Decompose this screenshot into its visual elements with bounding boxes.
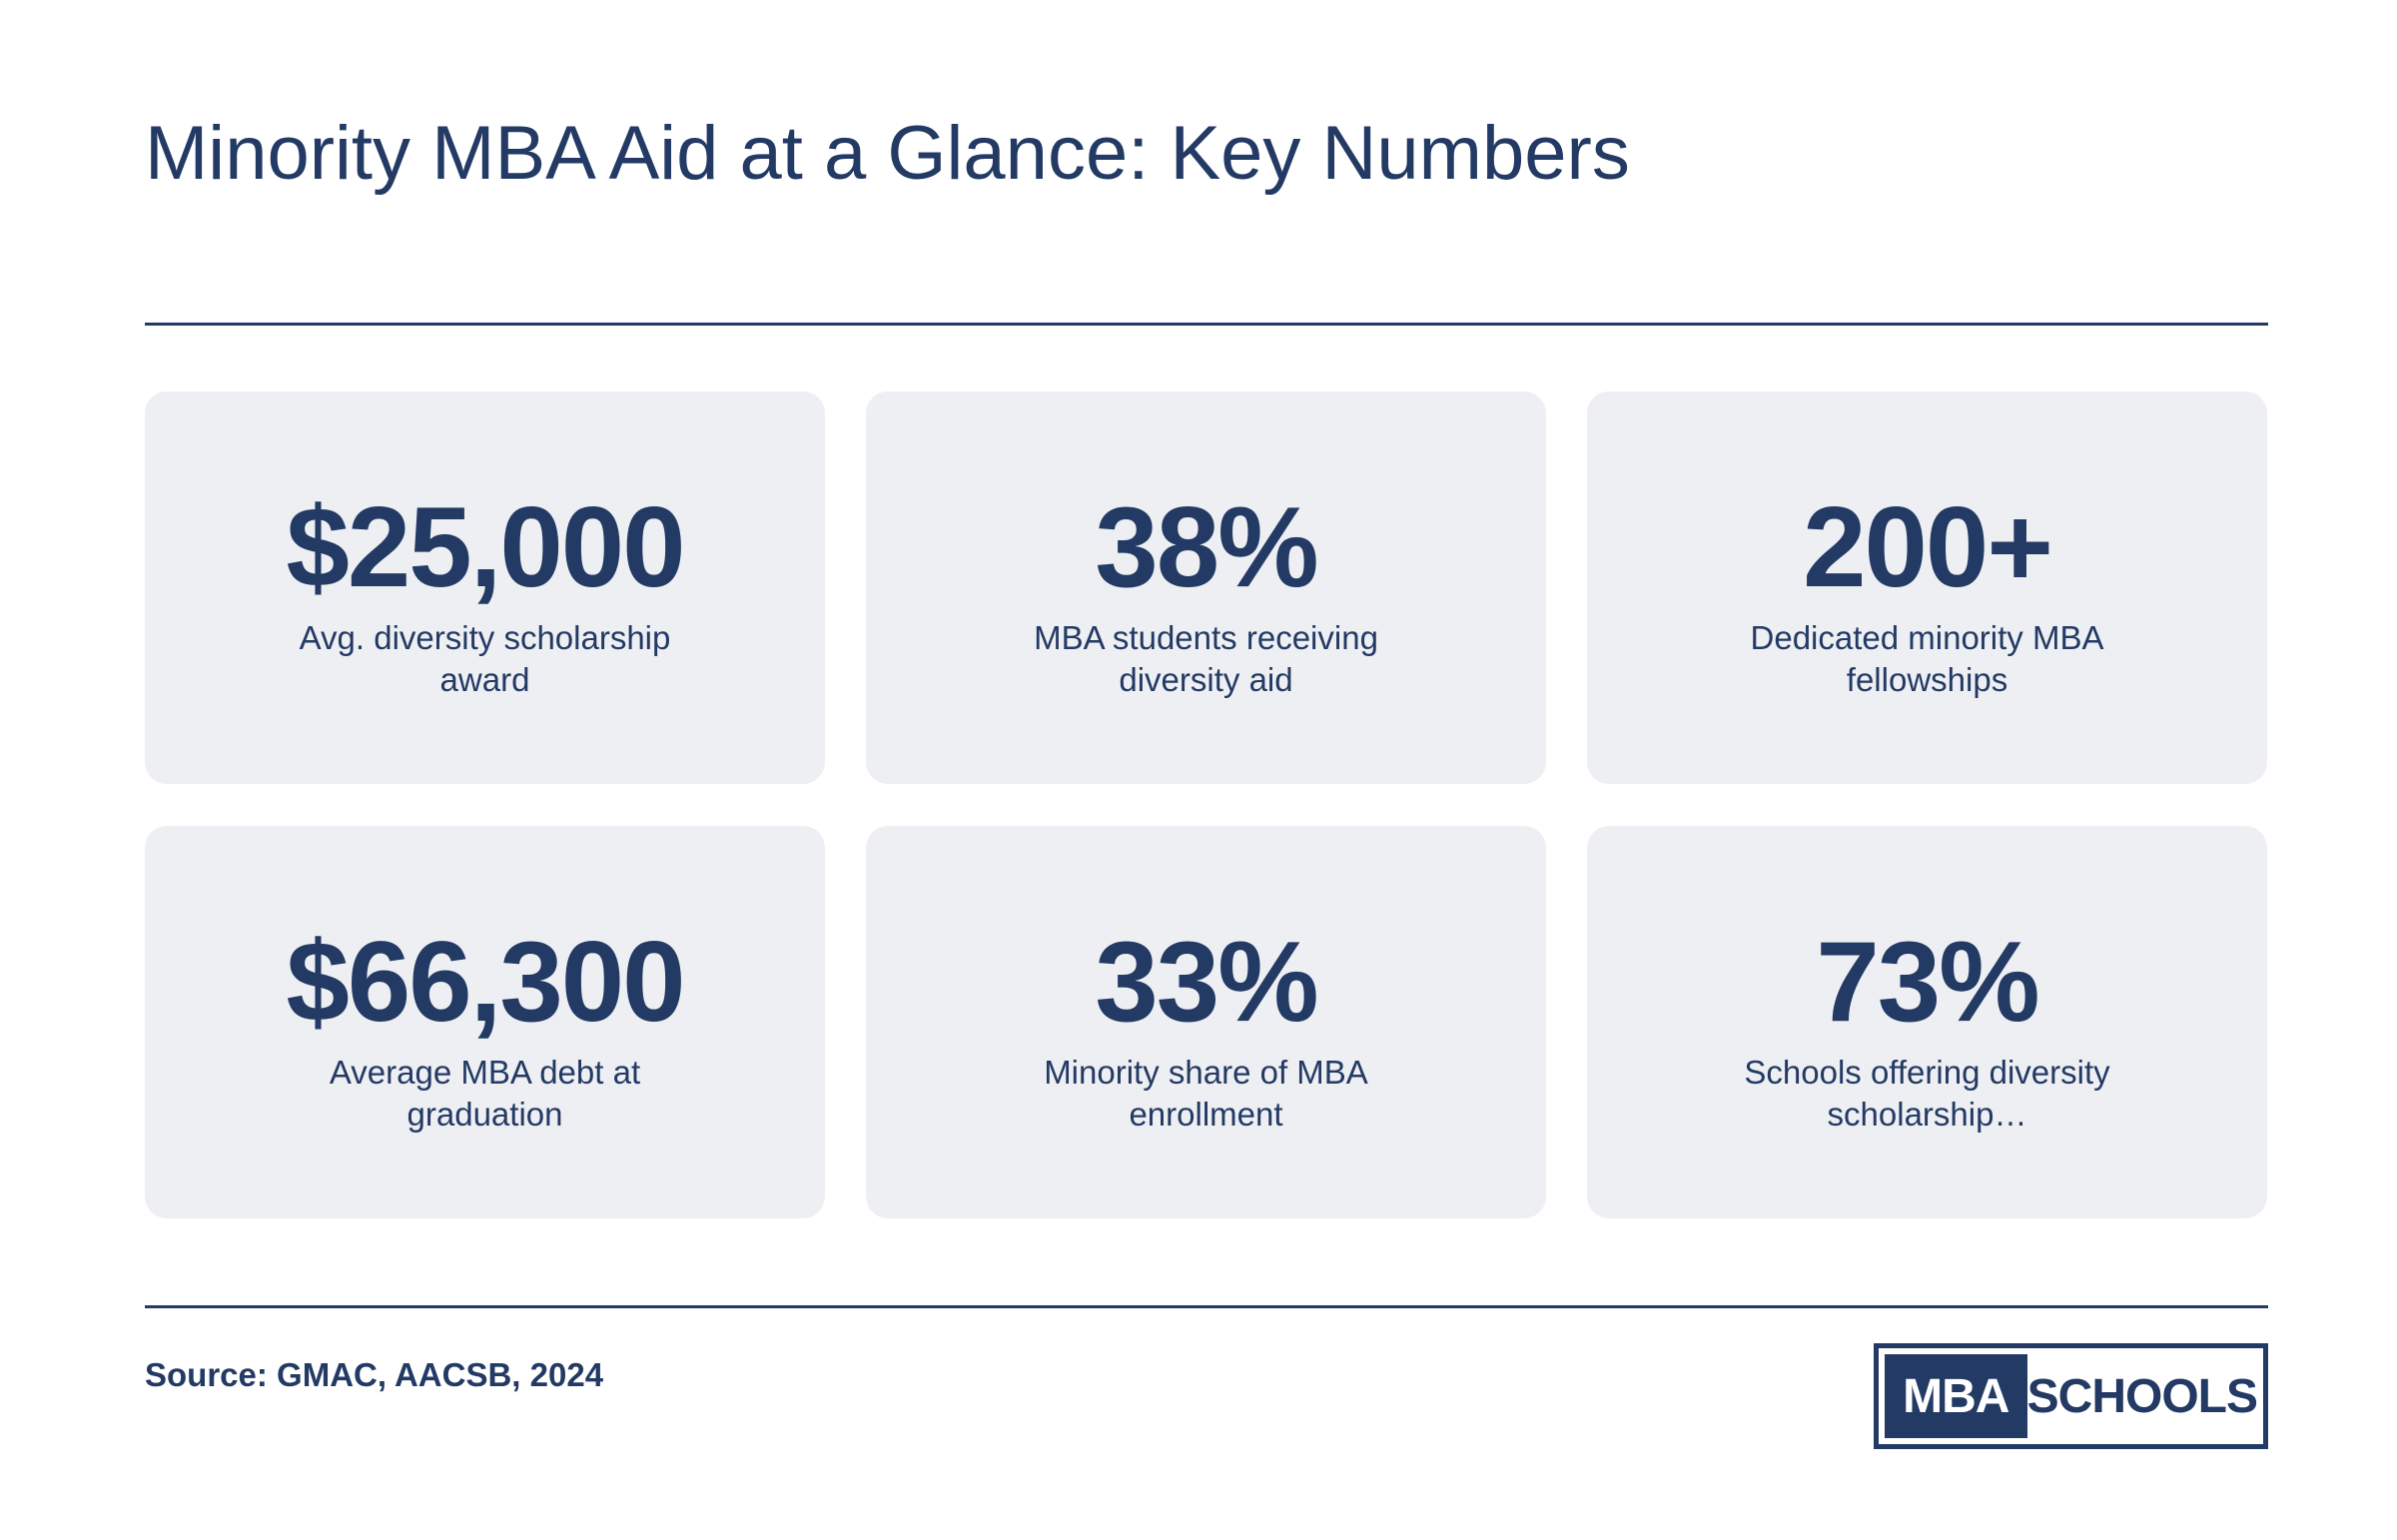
stats-grid: $25,000 Avg. diversity scholarship award… xyxy=(145,391,2268,1218)
stat-value: 33% xyxy=(1095,919,1318,1046)
stat-value: $66,300 xyxy=(286,919,685,1046)
stat-card-schools-offering: 73% Schools offering diversity scholarsh… xyxy=(1587,826,2267,1218)
page-title: Minority MBA Aid at a Glance: Key Number… xyxy=(145,111,1630,196)
stat-label: Schools offering diversity scholarship… xyxy=(1744,1054,2110,1133)
stat-card-avg-scholarship: $25,000 Avg. diversity scholarship award xyxy=(145,391,825,784)
stat-label: Minority share of MBA enrollment xyxy=(1044,1054,1368,1133)
stat-card-students-receiving-aid: 38% MBA students receiving diversity aid xyxy=(866,391,1546,784)
top-divider xyxy=(145,323,2268,326)
stat-label: Dedicated minority MBA fellowships xyxy=(1750,619,2104,698)
logo-schools-text: SCHOOLS xyxy=(2026,1369,2258,1423)
stat-value: $25,000 xyxy=(286,484,685,611)
stat-card-minority-enrollment: 33% Minority share of MBA enrollment xyxy=(866,826,1546,1218)
source-note: Source: GMAC, AACSB, 2024 xyxy=(145,1356,604,1393)
stat-card-fellowships: 200+ Dedicated minority MBA fellowships xyxy=(1587,391,2267,784)
stat-label: Average MBA debt at graduation xyxy=(329,1054,641,1133)
stat-value: 73% xyxy=(1816,919,2039,1046)
stat-label: MBA students receiving diversity aid xyxy=(1034,619,1378,698)
bottom-divider xyxy=(145,1305,2268,1308)
logo-mba-text: MBA xyxy=(1885,1354,2027,1438)
stat-value: 200+ xyxy=(1803,484,2053,611)
mba-schools-logo: MBA SCHOOLS xyxy=(1874,1343,2268,1449)
stat-value: 38% xyxy=(1095,484,1318,611)
stat-card-avg-debt: $66,300 Average MBA debt at graduation xyxy=(145,826,825,1218)
stat-label: Avg. diversity scholarship award xyxy=(299,619,671,698)
